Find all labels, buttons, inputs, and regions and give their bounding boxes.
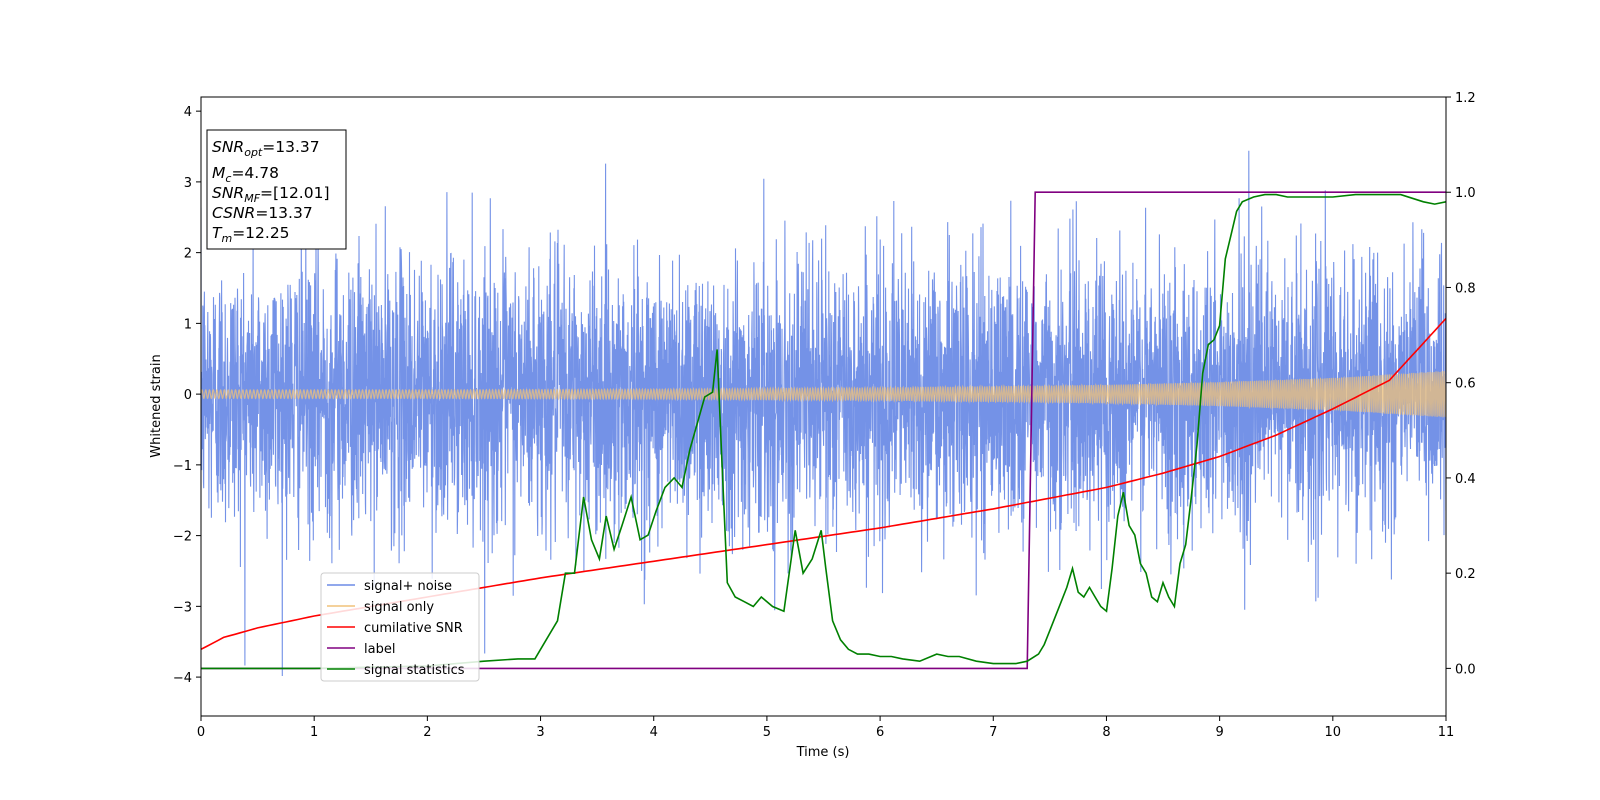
x-tick-label: 2 — [423, 725, 431, 740]
y-tick-label: 2 — [184, 247, 192, 262]
y-tick-label: −3 — [173, 600, 192, 615]
annotation-tm: Tm=12.25 — [212, 224, 290, 245]
x-tick-label: 0 — [197, 725, 205, 740]
legend-item: label — [327, 642, 395, 657]
y-tick-label: −1 — [173, 459, 192, 474]
legend-label: signal statistics — [364, 663, 465, 678]
x-tick-label: 5 — [763, 725, 771, 740]
x-tick-label: 1 — [310, 725, 318, 740]
annotation-mc: Mc=4.78 — [212, 164, 279, 185]
legend-box — [320, 572, 480, 682]
y-tick-label: 1 — [184, 317, 192, 332]
signal-only-series — [201, 371, 1446, 418]
annotation-snr-mf: SNRMF=[12.01] — [212, 184, 330, 205]
right-y-tick-label: 1.0 — [1455, 186, 1476, 201]
legend-label: cumilative SNR — [364, 621, 463, 636]
legend: signal+ noise signal only cumilative SNR… — [320, 572, 480, 682]
y-tick-label: 3 — [184, 176, 192, 191]
x-tick-label: 10 — [1325, 725, 1342, 740]
x-tick-label: 4 — [650, 725, 658, 740]
x-tick-label: 8 — [1102, 725, 1110, 740]
y-axis-label: Whitened strain — [149, 354, 164, 457]
x-axis-ticks: 0 1 2 3 4 5 6 7 8 9 10 11 — [197, 716, 1454, 740]
legend-item: cumilative SNR — [327, 621, 463, 636]
annotation-csnr: CSNR=13.37 — [212, 204, 313, 222]
signal-statistics-line — [201, 193, 1446, 670]
legend-label: signal+ noise — [364, 579, 452, 594]
signal-line — [201, 371, 1446, 418]
noise-line — [201, 150, 1446, 677]
signal-noise-series — [201, 150, 1446, 677]
annotation-box — [206, 129, 347, 250]
y-tick-label: 4 — [184, 105, 192, 120]
y-tick-label: −2 — [173, 530, 192, 545]
right-y-tick-label: 0.4 — [1455, 472, 1476, 487]
y-tick-label: −4 — [173, 671, 192, 686]
stats-annotation: SNRopt=13.37 Mc=4.78 SNRMF=[12.01] CSNR=… — [206, 129, 347, 250]
right-y-tick-label: 0.8 — [1455, 281, 1476, 296]
y-tick-label: 0 — [184, 388, 192, 403]
x-axis-label: Time (s) — [796, 745, 850, 760]
right-y-axis-ticks: 1.2 1.0 0.8 0.6 0.4 0.2 0.0 — [1446, 91, 1476, 677]
legend-label: label — [364, 642, 395, 657]
right-y-tick-label: 0.0 — [1455, 662, 1476, 677]
right-y-tick-label: 1.2 — [1455, 91, 1476, 106]
x-tick-label: 11 — [1438, 725, 1455, 740]
legend-item: signal statistics — [327, 663, 465, 678]
x-tick-label: 6 — [876, 725, 884, 740]
right-y-tick-label: 0.2 — [1455, 567, 1476, 582]
annotation-snr-opt: SNRopt=13.37 — [212, 138, 320, 159]
x-tick-label: 9 — [1215, 725, 1223, 740]
legend-label: signal only — [364, 600, 434, 615]
x-tick-label: 7 — [989, 725, 997, 740]
label-line — [201, 191, 1446, 670]
y-axis-ticks: 4 3 2 1 0 −1 −2 −3 −4 — [173, 105, 201, 686]
legend-item: signal only — [327, 600, 434, 615]
right-y-tick-label: 0.6 — [1455, 377, 1476, 392]
legend-item: signal+ noise — [327, 579, 452, 594]
plot-frame — [200, 96, 1447, 717]
x-tick-label: 3 — [536, 725, 544, 740]
